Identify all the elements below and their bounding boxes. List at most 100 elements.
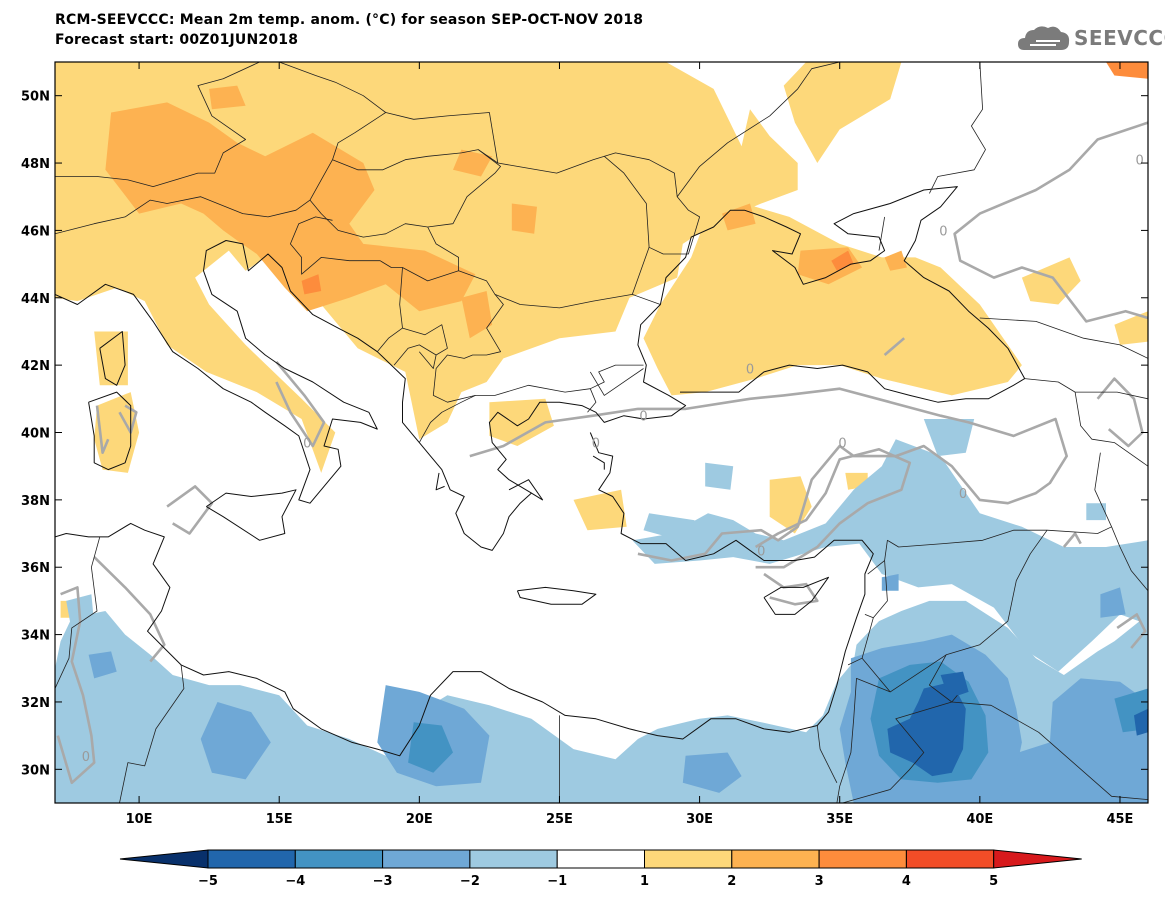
country-border-7 <box>432 294 644 403</box>
zero-contour-6 <box>95 405 110 455</box>
zero-contour-label-1: 0 <box>939 224 947 239</box>
zero-contour-8 <box>56 586 96 785</box>
lon-tick-label-6: 40E <box>966 812 993 827</box>
zero-contour-11 <box>1062 532 1082 548</box>
warm-anomaly-region-26 <box>884 250 907 271</box>
country-border-13 <box>418 395 476 443</box>
coastline-2 <box>206 489 297 541</box>
colorbar-label-7: 3 <box>815 874 824 889</box>
seevccc-logo: SEEVCCC <box>1016 20 1165 56</box>
warm-anomaly-region-1 <box>783 62 902 163</box>
zero-contour-layer <box>56 121 1148 785</box>
coastline-6 <box>763 576 829 615</box>
zero-contour-9 <box>93 556 166 663</box>
coastline-8 <box>508 479 544 501</box>
colorbar-label-4: −1 <box>547 874 567 889</box>
country-border-0 <box>55 62 387 188</box>
colorbar-label-8: 4 <box>902 874 911 889</box>
zero-contour-3 <box>1096 377 1144 448</box>
lat-tick-label-1: 32N <box>21 696 50 711</box>
country-border-15 <box>676 62 840 197</box>
cool-anomaly-region-32 <box>88 651 117 679</box>
zero-contour-4 <box>275 360 326 448</box>
map-title: RCM-SEEVCCC: Mean 2m temp. anom. (°C) fo… <box>55 12 644 28</box>
title-block: RCM-SEEVCCC: Mean 2m temp. anom. (°C) fo… <box>55 10 643 50</box>
country-border-6 <box>427 226 633 309</box>
coastline-5 <box>516 586 597 605</box>
colorbar-swatch-2 <box>294 849 384 869</box>
warm-anomaly-region-22 <box>453 149 493 177</box>
lon-tick-label-2: 20E <box>406 812 433 827</box>
zero-contour-label-3: 0 <box>639 410 647 425</box>
warm-anomaly-region-4 <box>1114 311 1148 345</box>
country-border-18 <box>979 317 1148 359</box>
country-border-29 <box>951 701 1148 800</box>
cool-anomaly-region-19 <box>923 419 975 457</box>
coastline-7 <box>435 472 445 491</box>
colorbar-arrow-low <box>119 849 209 869</box>
lon-tick-label-0: 10E <box>126 812 153 827</box>
warm-anomaly-region-3 <box>1021 257 1081 305</box>
country-border-11 <box>393 324 448 366</box>
zero-contour-0 <box>953 121 1148 323</box>
warm-anomaly-region-8 <box>94 331 128 386</box>
country-border-27 <box>836 678 891 803</box>
lat-tick-label-9: 48N <box>21 157 50 172</box>
colorbar-label-3: −2 <box>460 874 480 889</box>
zero-contour-12 <box>883 337 906 356</box>
colorbar-swatch-4 <box>469 849 558 869</box>
cool-anomaly-region-31 <box>200 702 271 780</box>
country-border-8 <box>587 388 597 413</box>
colorbar-swatch-9 <box>905 849 995 869</box>
zero-contour-10 <box>763 572 819 606</box>
colorbar-label-0: −5 <box>198 874 218 889</box>
cool-anomaly-region-34 <box>1100 587 1126 618</box>
colorbar-label-5: 1 <box>640 874 649 889</box>
colorbar-label-6: 2 <box>727 874 736 889</box>
country-border-16 <box>929 62 986 194</box>
warm-anomaly-region-20 <box>105 102 476 312</box>
cloud-icon <box>1018 26 1070 50</box>
colorbar-swatch-5 <box>556 849 646 869</box>
lon-tick-label-5: 35E <box>826 812 853 827</box>
zero-contour-label-0: 0 <box>1135 154 1143 169</box>
country-border-22 <box>1111 526 1148 592</box>
zero-contour-2 <box>754 447 912 569</box>
coastline-layer <box>55 186 1026 757</box>
border-layer <box>55 62 1148 803</box>
zero-contour-labels: 0 0 0 0 0 0 0 0 0 0 <box>82 154 1144 765</box>
cool-anomaly-region-43 <box>940 671 969 699</box>
warm-anomaly-region-36 <box>1106 62 1148 79</box>
colorbar-label-9: 5 <box>989 874 998 889</box>
zero-contour-label-9: 0 <box>82 750 90 765</box>
warm-anomaly-region-2 <box>643 203 1022 396</box>
colorbar-swatch-7 <box>731 849 820 869</box>
lat-tick-label-6: 42N <box>21 359 50 374</box>
country-border-30 <box>816 725 838 783</box>
cool-anomaly-region-15 <box>705 462 734 490</box>
warm-anomaly-region-6 <box>573 489 627 531</box>
coastline-9 <box>592 455 605 470</box>
lat-tick-label-4: 38N <box>21 494 50 509</box>
lat-tick-label-0: 30N <box>21 763 50 778</box>
axis-ticks: 10E 15E 20E 25E 30E 35E 40E 45E 30N 32N 34N 36N 38N 4… <box>21 62 1148 827</box>
zero-contour-label-7: 0 <box>757 544 765 559</box>
country-border-21 <box>867 452 1112 575</box>
lon-tick-label-3: 25E <box>546 812 573 827</box>
zero-contour-label-4: 0 <box>746 363 754 378</box>
zero-contour-label-8: 0 <box>303 437 311 452</box>
lon-tick-label-1: 15E <box>266 812 293 827</box>
cool-anomaly-region-18 <box>1086 503 1106 521</box>
cool-anomaly-region-40 <box>408 722 453 773</box>
coastline-4 <box>99 331 126 386</box>
country-border-20 <box>1074 392 1148 467</box>
coastline-1 <box>55 432 874 757</box>
forecast-start: Forecast start: 00Z01JUN2018 <box>55 32 299 48</box>
warm-anomaly-region-27 <box>722 203 756 231</box>
lat-tick-label-7: 44N <box>21 292 50 307</box>
country-border-4 <box>497 152 700 255</box>
lat-tick-label-3: 36N <box>21 561 50 576</box>
country-border-12 <box>418 351 437 369</box>
country-border-33 <box>55 536 101 689</box>
